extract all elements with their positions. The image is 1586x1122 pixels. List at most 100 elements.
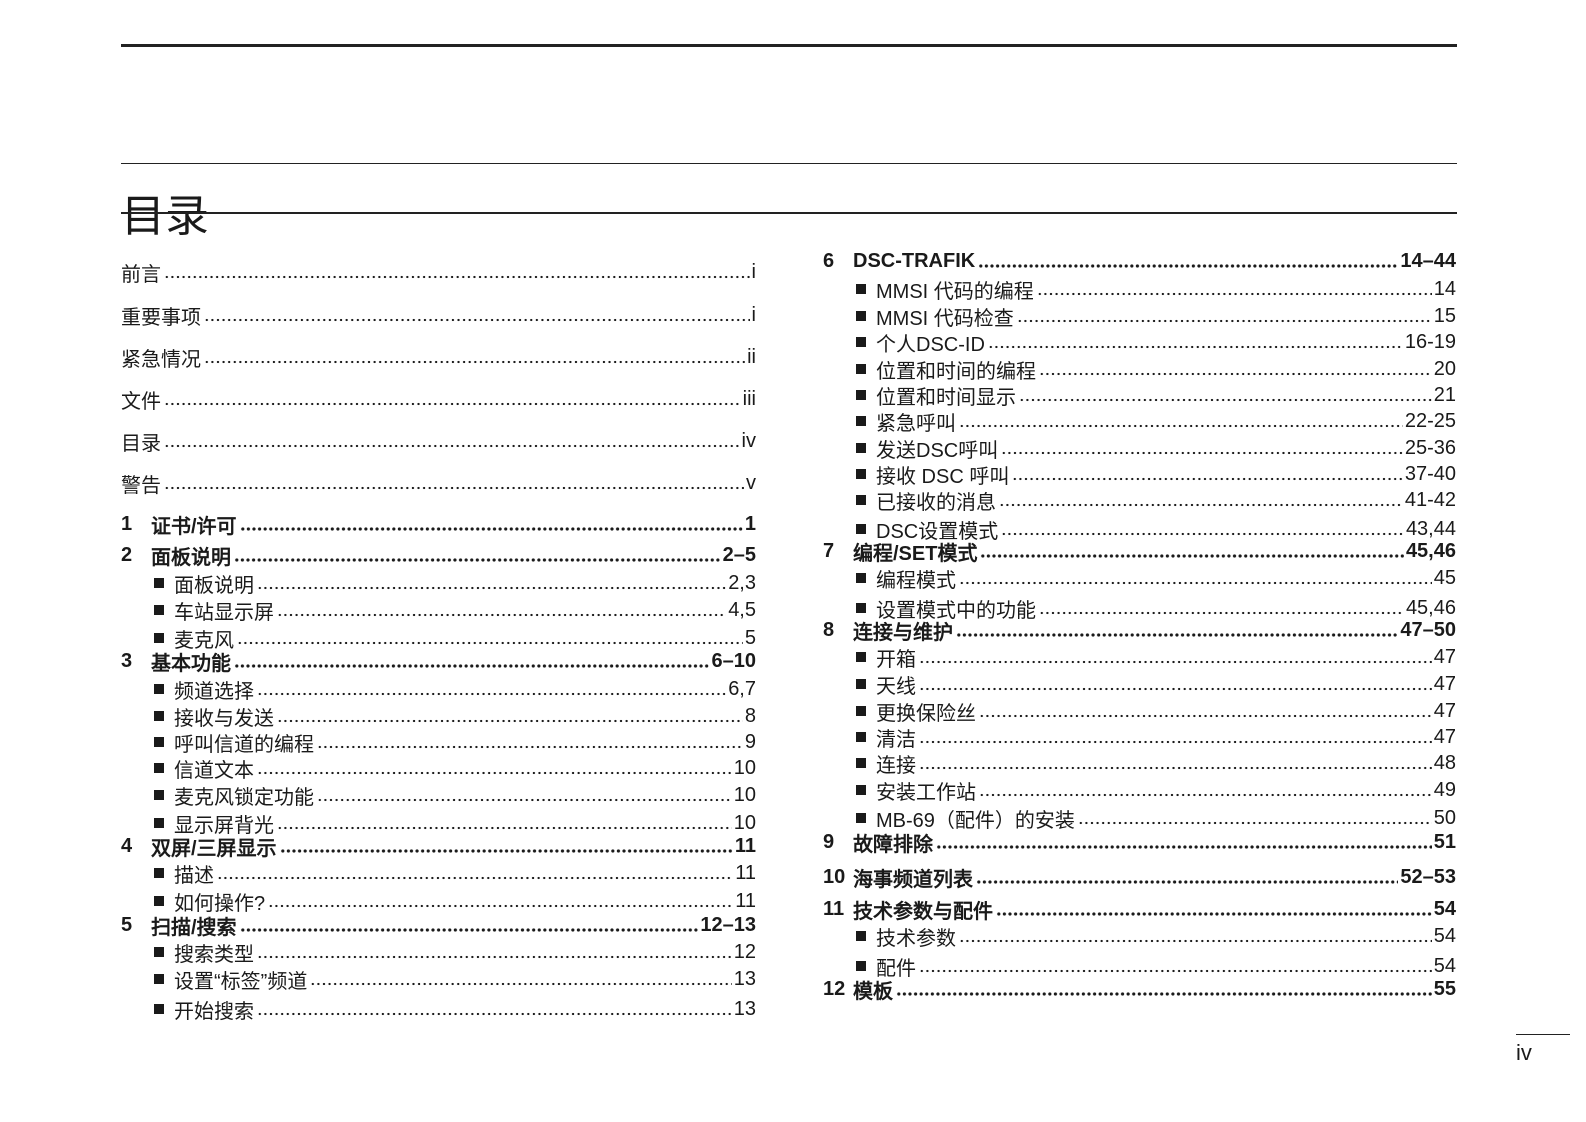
toc-section-entry[interactable]: 7 编程/SET模式 45,46 xyxy=(823,538,1456,565)
toc-entry[interactable]: 技术参数 54 xyxy=(854,923,1456,950)
toc-entry[interactable]: 安装工作站 49 xyxy=(854,777,1456,804)
toc-section-entry[interactable]: 3 基本功能 6–10 xyxy=(121,648,756,675)
square-bullet-icon xyxy=(856,390,866,400)
toc-entry[interactable]: 配件 54 xyxy=(854,953,1456,980)
entry-label: 基本功能 xyxy=(151,652,231,675)
entry-page: 2,3 xyxy=(728,571,756,594)
entry-label: MMSI 代码检查 xyxy=(876,307,1014,330)
square-bullet-icon xyxy=(856,706,866,716)
toc-entry[interactable]: 重要事项 i xyxy=(121,302,756,329)
toc-section-entry[interactable]: 5 扫描/搜索 12–13 xyxy=(121,912,756,939)
square-bullet-icon xyxy=(856,495,866,505)
toc-entry[interactable]: 车站显示屏 4,5 xyxy=(152,597,756,624)
toc-entry[interactable]: 开箱 47 xyxy=(854,644,1456,671)
entry-label: 安装工作站 xyxy=(876,781,976,804)
toc-entry[interactable]: 信道文本 10 xyxy=(152,755,756,782)
toc-entry[interactable]: 位置和时间的编程 20 xyxy=(854,356,1456,383)
entry-page: 45 xyxy=(1433,566,1456,589)
entry-page: 21 xyxy=(1433,383,1456,406)
toc-entry[interactable]: 麦克风 5 xyxy=(152,625,756,652)
toc-section-entry[interactable]: 10 海事频道列表 52–53 xyxy=(823,864,1456,891)
toc-entry[interactable]: 连接 48 xyxy=(854,750,1456,777)
toc-entry[interactable]: 警告 v xyxy=(121,470,756,497)
toc-section-entry[interactable]: 8 连接与维护 47–50 xyxy=(823,617,1456,644)
dot-leader xyxy=(996,912,1432,916)
toc-entry[interactable]: MMSI 代码的编程 14 xyxy=(854,276,1456,303)
square-bullet-icon xyxy=(856,679,866,689)
square-bullet-icon xyxy=(154,974,164,984)
toc-entry[interactable]: 紧急情况 ii xyxy=(121,344,756,371)
entry-page: 47 xyxy=(1433,645,1456,668)
entry-page: 12 xyxy=(733,940,756,963)
entry-page: 48 xyxy=(1433,751,1456,774)
dot-leader xyxy=(234,558,721,562)
entry-page: 52–53 xyxy=(1400,865,1456,888)
toc-entry[interactable]: 设置“标签”频道 13 xyxy=(152,966,756,993)
toc-entry[interactable]: 呼叫信道的编程 9 xyxy=(152,729,756,756)
dot-leader xyxy=(1077,821,1432,825)
toc-entry[interactable]: 频道选择 6,7 xyxy=(152,676,756,703)
entry-label: 编程/SET模式 xyxy=(853,542,978,565)
section-number: 12 xyxy=(823,977,846,1000)
toc-entry[interactable]: 接收 DSC 呼叫 37-40 xyxy=(854,461,1456,488)
dot-leader xyxy=(1036,292,1432,296)
toc-entry[interactable]: MMSI 代码检查 15 xyxy=(854,303,1456,330)
toc-entry[interactable]: 开始搜索 13 xyxy=(152,996,756,1023)
toc-entry[interactable]: 麦克风锁定功能 10 xyxy=(152,782,756,809)
toc-entry[interactable]: 清洁 47 xyxy=(854,724,1456,751)
toc-entry[interactable]: 面板说明 2,3 xyxy=(152,570,756,597)
entry-page: 5 xyxy=(744,626,756,649)
entry-label: MB-69（配件）的安装 xyxy=(876,809,1075,832)
toc-entry[interactable]: 设置模式中的功能 45,46 xyxy=(854,595,1456,622)
square-bullet-icon xyxy=(154,711,164,721)
square-bullet-icon xyxy=(154,737,164,747)
title-bottom-rule xyxy=(121,212,1457,214)
entry-page: 11 xyxy=(735,889,756,912)
entry-page: iv xyxy=(741,429,756,452)
toc-entry[interactable]: 天线 47 xyxy=(854,671,1456,698)
toc-entry[interactable]: 发送DSC呼叫 25-36 xyxy=(854,435,1456,462)
section-number: 6 xyxy=(823,249,835,272)
toc-entry[interactable]: MB-69（配件）的安装 50 xyxy=(854,805,1456,832)
toc-section-entry[interactable]: 1 证书/许可 1 xyxy=(121,511,756,538)
toc-entry[interactable]: 文件 iii xyxy=(121,386,756,413)
square-bullet-icon xyxy=(856,732,866,742)
toc-entry[interactable]: 描述 11 xyxy=(152,860,756,887)
toc-entry[interactable]: 已接收的消息 41-42 xyxy=(854,487,1456,514)
dot-leader xyxy=(987,345,1403,349)
entry-page: 51 xyxy=(1433,830,1456,853)
entry-page: 6,7 xyxy=(728,677,756,700)
entry-label: DSC设置模式 xyxy=(876,520,999,543)
toc-entry[interactable]: 紧急呼叫 22-25 xyxy=(854,408,1456,435)
toc-entry[interactable]: 个人DSC-ID 16-19 xyxy=(854,329,1456,356)
toc-entry[interactable]: 搜索类型 12 xyxy=(152,939,756,966)
toc-entry[interactable]: DSC设置模式 43,44 xyxy=(854,516,1456,543)
toc-entry[interactable]: 接收与发送 8 xyxy=(152,703,756,730)
entry-label: 警告 xyxy=(121,474,161,497)
toc-entry[interactable]: 编程模式 45 xyxy=(854,565,1456,592)
toc-section-entry[interactable]: 6 DSC-TRAFIK 14–44 xyxy=(823,248,1456,274)
dot-leader xyxy=(919,969,1432,973)
toc-entry[interactable]: 位置和时间显示 21 xyxy=(854,382,1456,409)
toc-entry[interactable]: 如何操作? 11 xyxy=(152,888,756,915)
toc-entry[interactable]: 前言 i xyxy=(121,259,756,286)
entry-label: 频道选择 xyxy=(174,680,254,703)
toc-entry[interactable]: 更换保险丝 47 xyxy=(854,698,1456,725)
entry-label: 位置和时间显示 xyxy=(876,386,1016,409)
toc-section-entry[interactable]: 4 双屏/三屏显示 11 xyxy=(121,833,756,860)
toc-entry[interactable]: 目录 iv xyxy=(121,428,756,455)
entry-label: 开始搜索 xyxy=(174,1000,254,1023)
entry-page: i xyxy=(751,260,756,283)
entry-label: 车站显示屏 xyxy=(174,601,274,624)
square-bullet-icon xyxy=(154,763,164,773)
toc-entry[interactable]: 显示屏背光 10 xyxy=(152,810,756,837)
dot-leader xyxy=(164,402,741,406)
dot-leader xyxy=(204,360,746,364)
section-number: 10 xyxy=(823,865,846,888)
toc-section-entry[interactable]: 9 故障排除 51 xyxy=(823,829,1456,856)
entry-page: 45,46 xyxy=(1405,596,1456,619)
entry-label: 扫描/搜索 xyxy=(151,916,237,939)
toc-section-entry[interactable]: 11 技术参数与配件 54 xyxy=(823,896,1456,923)
toc-section-entry[interactable]: 2 面板说明 2–5 xyxy=(121,542,756,569)
toc-section-entry[interactable]: 12 模板 55 xyxy=(823,976,1456,1003)
